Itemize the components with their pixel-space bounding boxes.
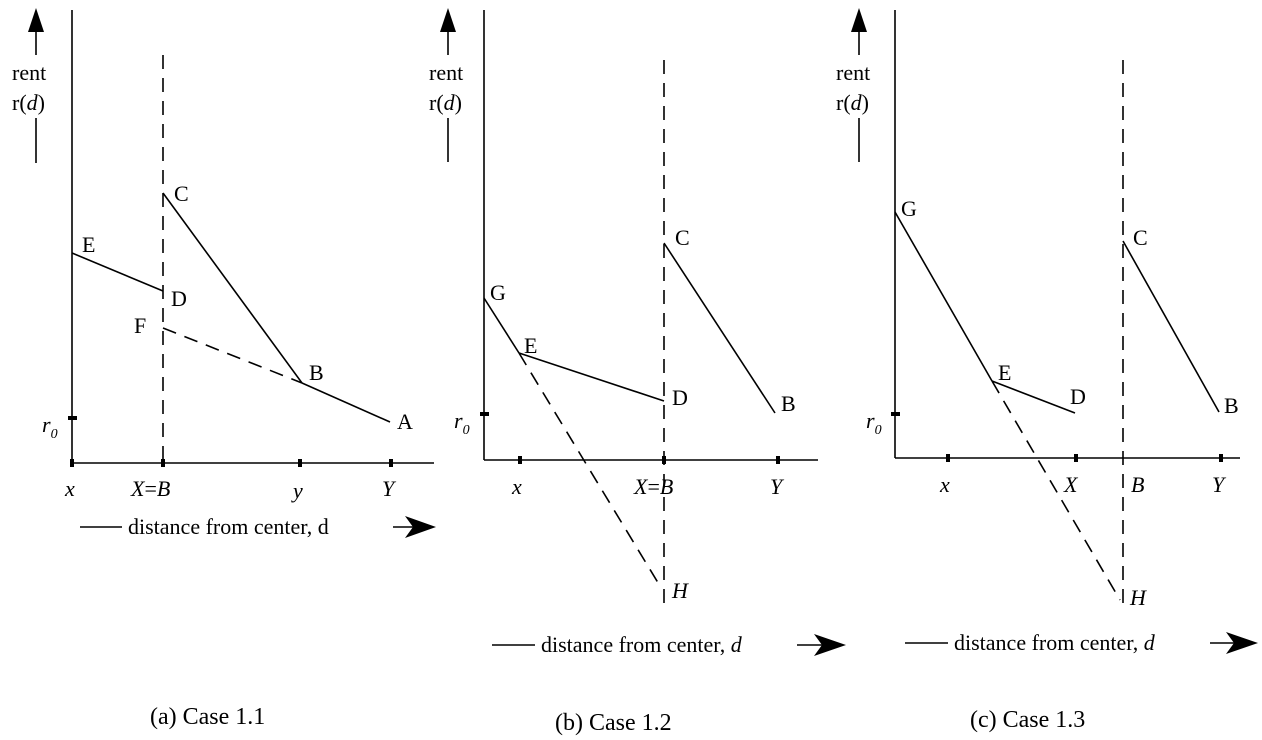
tick-label-x: x: [64, 476, 75, 501]
point-label-F: F: [134, 313, 146, 338]
point-label-B: B: [1224, 393, 1239, 418]
r0-label: r0: [866, 408, 882, 438]
segment-C-B: [162, 192, 303, 384]
segment-C-B: [663, 242, 776, 414]
point-label-E: E: [998, 360, 1011, 385]
point-label-C: C: [1133, 225, 1148, 250]
point-label-H: H: [671, 578, 689, 603]
point-label-E: E: [82, 232, 95, 257]
up-arrow-icon: [28, 8, 44, 32]
tick-label-x: x: [939, 472, 950, 497]
rent-function-label: r(d): [429, 90, 462, 115]
tick-label-Y: Y: [382, 476, 397, 501]
point-label-D: D: [1070, 384, 1086, 409]
segment-G-E: [483, 297, 520, 354]
point-label-G: G: [901, 196, 917, 221]
segment-B-A: [301, 382, 391, 423]
right-arrow-icon: [405, 516, 436, 538]
up-arrow-icon: [851, 8, 867, 32]
point-label-H: H: [1129, 585, 1147, 610]
segment-E-H-dashed: [518, 352, 661, 587]
rent-label: rent: [429, 60, 463, 85]
right-arrow-icon: [1226, 632, 1258, 654]
rent-label: rent: [836, 60, 870, 85]
axis-label: distance from center, d: [954, 630, 1156, 655]
tick-label-XB: X=B: [130, 476, 170, 501]
segment-F-B-dashed: [162, 327, 303, 384]
segment-E-D: [71, 252, 164, 292]
point-label-D: D: [171, 286, 187, 311]
point-label-A: A: [397, 409, 413, 434]
rent-function-label: r(d): [12, 90, 45, 115]
panel-b: rent r(d) r0 G E C D B H x X=B Y distanc…: [429, 8, 846, 736]
caption: (c) Case 1.3: [970, 707, 1085, 733]
point-label-G: G: [490, 280, 506, 305]
caption: (a) Case 1.1: [150, 704, 265, 730]
axis-label: distance from center, d: [128, 514, 329, 539]
tick-label-y: y: [291, 478, 303, 503]
rent-function-label: r(d): [836, 90, 869, 115]
panel-c: rent r(d) r0 G E D C B H x X B Y distanc…: [836, 8, 1258, 733]
up-arrow-icon: [440, 8, 456, 32]
tick-label-B: B: [1131, 472, 1144, 497]
tick-label-Y: Y: [1212, 472, 1227, 497]
point-label-C: C: [174, 181, 189, 206]
point-label-C: C: [675, 225, 690, 250]
segment-E-H-dashed: [991, 380, 1121, 601]
panel-a: rent r(d) r0 E C D F B A x X=B y Y: [12, 8, 436, 730]
point-label-D: D: [672, 385, 688, 410]
axis-label: distance from center, d: [541, 632, 743, 657]
right-arrow-icon: [814, 634, 846, 656]
tick-label-Y: Y: [770, 474, 785, 499]
segment-E-D: [991, 380, 1076, 414]
point-label-B: B: [781, 391, 796, 416]
tick-label-X: X: [1063, 472, 1079, 497]
point-label-E: E: [524, 333, 537, 358]
tick-label-x: x: [511, 474, 522, 499]
rent-label: rent: [12, 60, 46, 85]
tick-label-XB: X=B: [633, 474, 673, 499]
r0-label: r0: [42, 412, 58, 442]
segment-C-B: [1122, 240, 1220, 413]
r0-label: r0: [454, 408, 470, 438]
segment-E-D: [518, 352, 665, 402]
caption: (b) Case 1.2: [555, 710, 672, 736]
segment-G-E: [894, 211, 993, 382]
point-label-B: B: [309, 360, 324, 385]
